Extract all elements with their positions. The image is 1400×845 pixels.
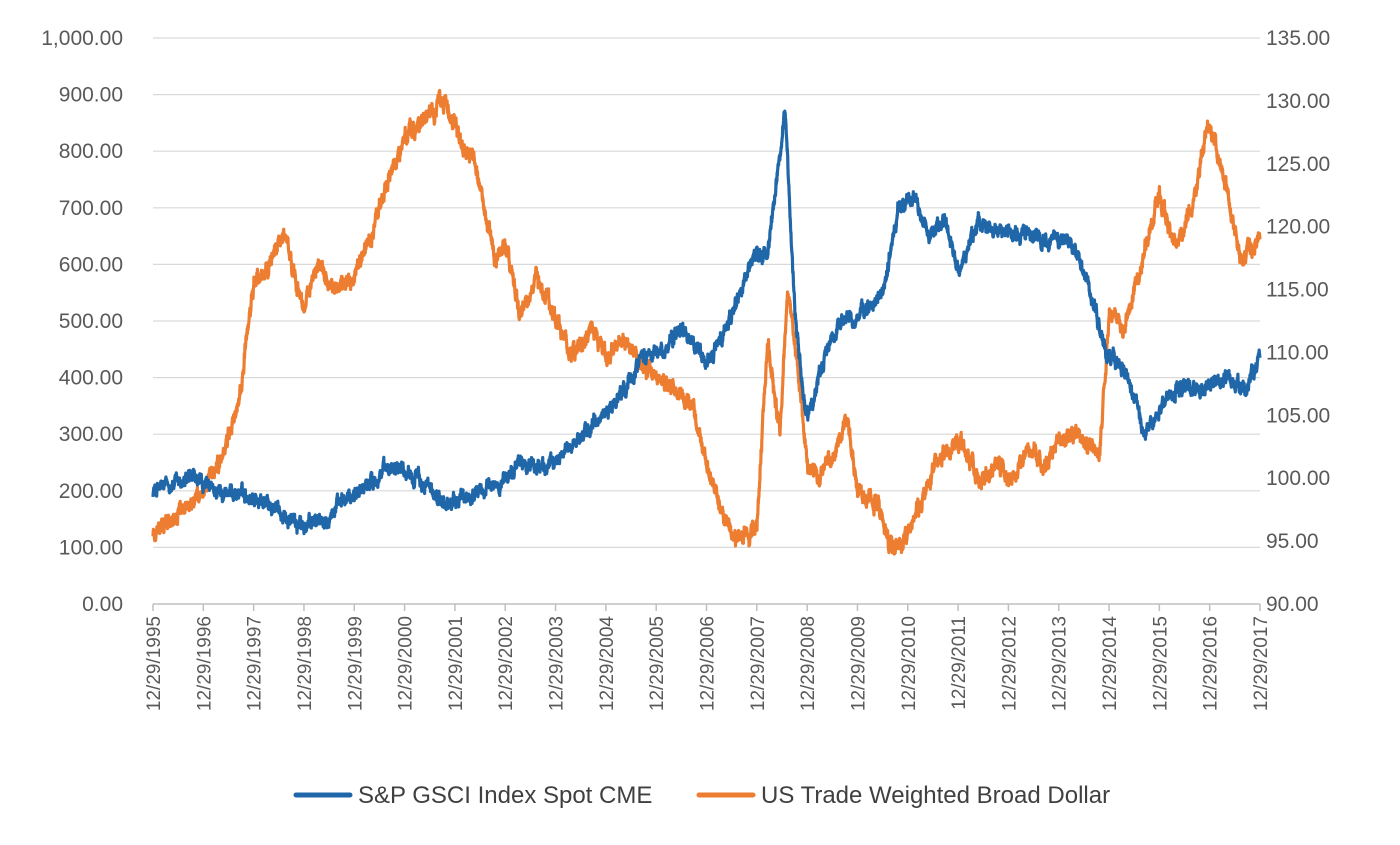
gridlines [153, 37, 1260, 549]
x-tick-label: 12/29/2002 [496, 616, 517, 711]
left-y-tick-label: 700.00 [59, 197, 123, 220]
x-tick-label: 12/29/2011 [949, 616, 970, 710]
left-y-tick-label: 300.00 [59, 423, 123, 446]
left-y-tick-label: 400.00 [59, 367, 123, 390]
legend-label-gsci: S&P GSCI Index Spot CME [358, 782, 652, 809]
dollar-series-line [151, 88, 1262, 556]
x-tick-label: 12/29/1996 [194, 616, 215, 711]
x-axis: 12/29/1995 12/29/1996 12/29/1997 12/29/1998… [144, 603, 1272, 712]
right-y-tick-label: 120.00 [1266, 216, 1330, 239]
left-y-tick-label: 200.00 [59, 480, 123, 503]
x-tick-label: 12/29/2007 [748, 616, 769, 711]
x-tick-label: 12/29/1998 [295, 616, 316, 711]
x-tick-label: 12/29/2009 [848, 616, 869, 711]
left-y-axis: 0.00 100.00 200.00 300.00 400.00 500.00 600.00… [41, 27, 123, 616]
right-y-tick-label: 100.00 [1266, 467, 1330, 490]
right-y-tick-label: 135.00 [1266, 27, 1330, 50]
x-tick-label: 12/29/2003 [547, 616, 568, 711]
x-tick-label: 12/29/2010 [899, 616, 920, 711]
right-y-tick-label: 130.00 [1266, 90, 1330, 113]
left-y-tick-label: 800.00 [59, 140, 123, 163]
right-y-tick-label: 125.00 [1266, 153, 1330, 176]
left-y-tick-label: 1,000.00 [41, 27, 123, 50]
x-tick-label: 12/29/1995 [144, 616, 165, 711]
right-y-tick-label: 110.00 [1266, 341, 1329, 364]
series-lines [151, 88, 1262, 556]
legend: S&P GSCI Index Spot CME US Trade Weighted… [293, 782, 1110, 809]
right-y-tick-label: 115.00 [1266, 279, 1329, 302]
x-tick-label: 12/29/2015 [1150, 616, 1171, 711]
x-tick-label: 12/29/2017 [1251, 616, 1272, 711]
x-tick-label: 12/29/2005 [647, 616, 668, 711]
x-tick-label: 12/29/1997 [245, 616, 266, 711]
x-tick-label: 12/29/2004 [597, 616, 618, 712]
gsci-series-line [151, 109, 1262, 536]
x-tick-label: 12/29/2012 [999, 616, 1020, 711]
left-y-tick-label: 500.00 [59, 310, 123, 333]
left-y-tick-label: 600.00 [59, 253, 123, 276]
right-y-tick-label: 105.00 [1266, 404, 1330, 427]
left-y-tick-label: 100.00 [59, 536, 123, 559]
right-y-axis: 90.00 95.00 100.00 105.00 110.00 115.00 120.00… [1266, 27, 1330, 616]
left-y-tick-label: 0.00 [82, 593, 123, 616]
x-tick-label: 12/29/2001 [446, 616, 467, 711]
x-tick-label: 12/29/2013 [1050, 616, 1071, 711]
legend-label-dollar: US Trade Weighted Broad Dollar [761, 782, 1110, 809]
right-y-tick-label: 95.00 [1266, 530, 1319, 553]
x-tick-label: 12/29/2008 [798, 616, 819, 711]
x-tick-label: 12/29/2016 [1201, 616, 1222, 711]
x-tick-label: 12/29/2000 [396, 616, 417, 711]
left-y-tick-label: 900.00 [59, 84, 123, 107]
x-tick-label: 12/29/2014 [1100, 616, 1121, 712]
right-y-tick-label: 90.00 [1266, 593, 1319, 616]
x-tick-label: 12/29/1999 [345, 616, 366, 711]
x-tick-label: 12/29/2006 [698, 616, 719, 711]
